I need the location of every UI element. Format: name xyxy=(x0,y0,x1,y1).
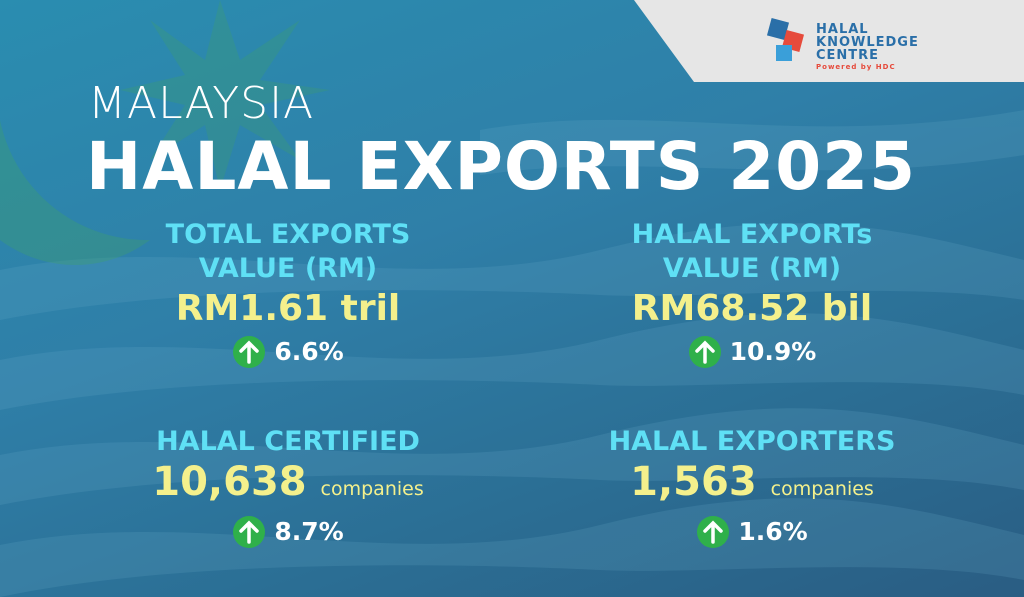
logo-text: CENTRE xyxy=(816,48,880,63)
stat-value: RM1.61 tril xyxy=(175,288,401,329)
stat-change: 1.6% xyxy=(738,517,808,546)
stat-label: TOTAL EXPORTS xyxy=(165,219,411,250)
stat-card: HALAL EXPORTs VALUE (RM) RM68.52 bil 10.9% xyxy=(522,218,982,372)
stat-unit: companies xyxy=(320,478,424,500)
stat-label: VALUE (RM) xyxy=(662,253,842,284)
stat-change-row: 1.6% xyxy=(522,512,982,552)
stat-change-row: 6.6% xyxy=(58,332,518,372)
up-arrow-icon xyxy=(233,336,266,368)
stat-unit: companies xyxy=(770,478,874,500)
stat-value-row: RM1.61 tril xyxy=(58,286,518,332)
stat-change-row: 10.9% xyxy=(522,332,982,372)
stat-label: HALAL CERTIFIED xyxy=(156,426,420,457)
title-main: HALAL EXPORTS 2025 xyxy=(86,128,917,205)
stat-label: HALAL EXPORTERS xyxy=(608,426,896,457)
stat-change: 6.6% xyxy=(274,337,344,366)
up-arrow-icon xyxy=(688,336,721,368)
stat-card: HALAL EXPORTERS 1,563 companies 1.6% xyxy=(522,425,982,552)
stat-value-row: 1,563 companies xyxy=(522,459,982,512)
stat-value: 1,563 xyxy=(630,459,757,505)
stat-value-row: 10,638 companies xyxy=(58,459,518,512)
stat-change: 8.7% xyxy=(274,517,344,546)
stat-label: VALUE (RM) xyxy=(198,253,378,284)
stat-change-row: 8.7% xyxy=(58,512,518,552)
stat-label: HALAL EXPORTs xyxy=(631,219,873,250)
stat-change: 10.9% xyxy=(729,337,817,366)
up-arrow-icon xyxy=(233,516,266,548)
stat-card: TOTAL EXPORTS VALUE (RM) RM1.61 tril 6.6% xyxy=(58,218,518,372)
stat-card: HALAL CERTIFIED 10,638 companies 8.7% xyxy=(58,425,518,552)
logo-text: HALAL xyxy=(816,22,869,37)
up-arrow-icon xyxy=(697,516,730,548)
logo-text: KNOWLEDGE xyxy=(816,35,919,50)
stat-value: RM68.52 bil xyxy=(631,288,873,329)
logo-panel: HALAL KNOWLEDGE CENTRE Powered by HDC xyxy=(634,0,1024,82)
stat-value-row: RM68.52 bil xyxy=(522,286,982,332)
title-line: MALAYSIA xyxy=(88,78,315,129)
stat-value: 10,638 xyxy=(152,459,307,505)
logo-tagline: Powered by HDC xyxy=(816,63,896,71)
logo-shape xyxy=(634,0,1024,82)
